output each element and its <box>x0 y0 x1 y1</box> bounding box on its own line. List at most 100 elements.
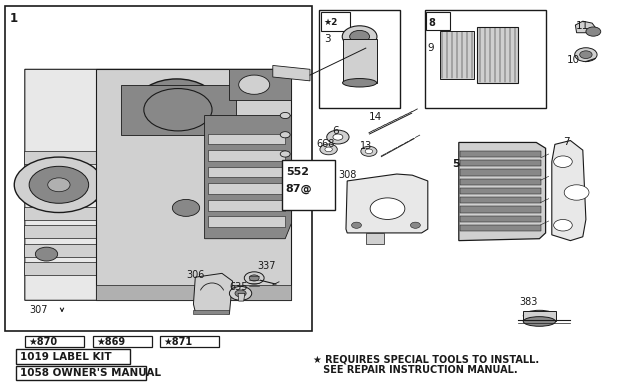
Polygon shape <box>24 244 96 257</box>
Circle shape <box>14 157 104 213</box>
Bar <box>16 349 130 364</box>
Text: ★870: ★870 <box>29 336 58 346</box>
Circle shape <box>48 178 70 192</box>
Polygon shape <box>459 142 546 241</box>
Circle shape <box>352 222 361 228</box>
Polygon shape <box>460 206 541 213</box>
Circle shape <box>410 222 420 228</box>
Bar <box>93 336 152 347</box>
Text: 13: 13 <box>360 141 372 151</box>
Polygon shape <box>460 179 541 185</box>
Text: 7: 7 <box>563 137 570 147</box>
Circle shape <box>172 199 200 216</box>
Polygon shape <box>24 225 96 238</box>
Polygon shape <box>366 233 384 244</box>
Text: SEE REPAIR INSTRUCTION MANUAL.: SEE REPAIR INSTRUCTION MANUAL. <box>313 365 518 375</box>
Circle shape <box>239 75 270 94</box>
Text: 5: 5 <box>453 159 460 169</box>
Bar <box>319 10 400 108</box>
Circle shape <box>280 112 290 119</box>
Polygon shape <box>96 69 291 300</box>
Polygon shape <box>460 225 541 231</box>
Circle shape <box>249 275 259 281</box>
Text: ★ REQUIRES SPECIAL TOOLS TO INSTALL.: ★ REQUIRES SPECIAL TOOLS TO INSTALL. <box>313 355 539 365</box>
Polygon shape <box>229 69 291 100</box>
Circle shape <box>370 198 405 219</box>
Circle shape <box>29 166 89 203</box>
Polygon shape <box>208 200 285 211</box>
Polygon shape <box>208 183 285 194</box>
Circle shape <box>151 88 203 120</box>
Bar <box>425 10 546 108</box>
Text: 306: 306 <box>186 270 205 280</box>
Polygon shape <box>208 167 285 177</box>
Circle shape <box>580 51 592 59</box>
Polygon shape <box>575 21 596 33</box>
Text: ★869: ★869 <box>97 336 126 346</box>
Text: 9: 9 <box>428 43 435 53</box>
Text: 1058 OWNER'S MANUAL: 1058 OWNER'S MANUAL <box>20 368 161 378</box>
Polygon shape <box>24 207 96 220</box>
Circle shape <box>586 27 601 36</box>
Bar <box>25 336 84 347</box>
Bar <box>477 27 518 83</box>
Text: 1: 1 <box>10 12 18 25</box>
Polygon shape <box>24 188 96 201</box>
Polygon shape <box>24 262 96 275</box>
Circle shape <box>554 156 572 167</box>
Text: 552: 552 <box>286 167 309 177</box>
Polygon shape <box>460 197 541 203</box>
Bar <box>343 38 377 83</box>
Text: ★871: ★871 <box>164 336 193 346</box>
Text: 307: 307 <box>30 305 48 315</box>
Circle shape <box>350 30 370 43</box>
Ellipse shape <box>523 310 556 321</box>
Text: 3: 3 <box>324 33 331 44</box>
Bar <box>321 12 350 31</box>
Polygon shape <box>460 160 541 166</box>
Circle shape <box>333 134 343 140</box>
Circle shape <box>365 149 373 154</box>
Circle shape <box>229 286 252 300</box>
Text: 383: 383 <box>520 297 538 307</box>
Polygon shape <box>460 151 541 157</box>
Polygon shape <box>208 216 285 227</box>
Polygon shape <box>24 170 96 183</box>
Circle shape <box>564 185 589 200</box>
Polygon shape <box>24 151 96 164</box>
Bar <box>160 336 219 347</box>
Circle shape <box>320 144 337 155</box>
Circle shape <box>325 147 332 152</box>
Text: 87@: 87@ <box>286 183 312 194</box>
Text: 8: 8 <box>428 18 435 28</box>
Circle shape <box>327 130 349 144</box>
Polygon shape <box>96 285 291 300</box>
Polygon shape <box>25 69 291 300</box>
Polygon shape <box>273 65 310 81</box>
Circle shape <box>280 93 290 99</box>
Polygon shape <box>460 216 541 222</box>
Polygon shape <box>193 310 229 314</box>
Circle shape <box>244 272 264 284</box>
Text: 635: 635 <box>229 282 248 292</box>
Bar <box>16 366 146 380</box>
Bar <box>282 160 335 210</box>
Polygon shape <box>552 141 586 241</box>
Polygon shape <box>208 150 285 161</box>
Polygon shape <box>205 116 291 239</box>
Circle shape <box>554 219 572 231</box>
Polygon shape <box>208 134 285 144</box>
Bar <box>426 12 450 30</box>
Text: 337: 337 <box>257 261 276 271</box>
Text: 1019 LABEL KIT: 1019 LABEL KIT <box>20 352 112 362</box>
Bar <box>440 31 474 79</box>
Circle shape <box>575 48 597 62</box>
Polygon shape <box>238 293 245 301</box>
Bar <box>523 311 556 321</box>
Text: 308: 308 <box>338 170 356 180</box>
Text: 668: 668 <box>317 139 335 149</box>
Bar <box>5 6 312 331</box>
Circle shape <box>280 151 290 157</box>
Text: 11: 11 <box>575 21 588 31</box>
Text: 10: 10 <box>567 55 580 65</box>
